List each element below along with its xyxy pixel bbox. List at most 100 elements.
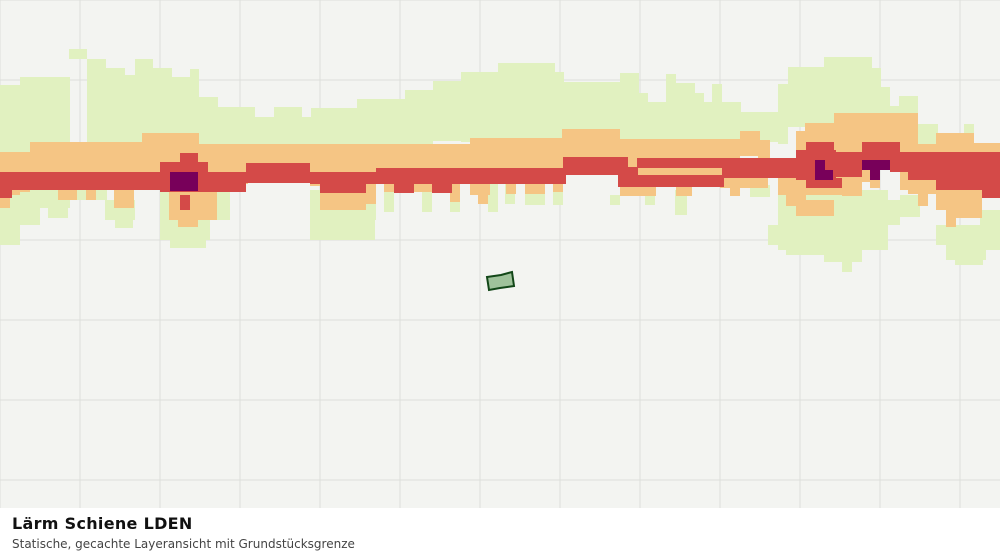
noise-cell: [918, 192, 928, 206]
noise-cell: [908, 180, 936, 194]
noise-cell: [125, 75, 135, 145]
noise-cell: [20, 205, 40, 225]
noise-cell: [67, 190, 77, 200]
noise-cell: [712, 84, 722, 144]
noise-cell: [796, 200, 834, 216]
noise-cell: [618, 175, 724, 187]
noise-cell: [178, 215, 198, 227]
noise-cell: [0, 188, 12, 198]
noise-cell: [366, 174, 376, 204]
noise-cell: [842, 176, 862, 196]
noise-cell: [320, 183, 366, 193]
noise-cell: [918, 124, 938, 144]
noise-cell: [506, 182, 516, 194]
noise-cell: [86, 190, 96, 200]
noise-cell: [48, 208, 68, 218]
noise-cell: [722, 168, 797, 178]
noise-cell: [300, 117, 312, 147]
noise-cell: [376, 168, 566, 183]
noise-cell: [180, 195, 190, 210]
noise-cell: [115, 218, 133, 228]
noise-cell: [890, 152, 945, 172]
noise-cell: [975, 235, 990, 250]
noise-cell: [638, 93, 648, 143]
noise-cell: [0, 190, 10, 208]
noise-cell: [68, 180, 78, 190]
noise-cell: [114, 190, 134, 208]
noise-cell: [880, 87, 890, 127]
noise-cell: [311, 108, 358, 148]
noise-cell: [806, 142, 834, 152]
noise-cell: [152, 68, 172, 148]
noise-cell: [870, 168, 880, 180]
map-caption: Lärm Schiene LDEN Statische, gecachte La…: [0, 508, 1000, 560]
noise-cell: [105, 68, 125, 148]
noise-cell: [488, 182, 498, 212]
noise-cell: [796, 131, 806, 161]
noise-cell: [525, 182, 545, 194]
noise-cell: [647, 102, 667, 142]
noise-cell: [432, 183, 452, 193]
noise-cell: [0, 237, 10, 245]
noise-cell: [806, 178, 842, 188]
noise-cell: [636, 168, 676, 178]
noise-cell: [320, 190, 366, 210]
noise-cell: [936, 133, 974, 153]
noise-cell: [20, 180, 30, 190]
noise-cell: [478, 192, 488, 204]
noise-cell: [554, 72, 564, 142]
noise-cell: [770, 122, 778, 142]
noise-cell: [946, 210, 982, 218]
noise-cell: [498, 63, 555, 143]
noise-cell: [740, 131, 760, 156]
noise-cell: [135, 59, 153, 149]
noise-cell: [171, 77, 190, 147]
noise-cell: [190, 69, 199, 144]
noise-cell: [815, 170, 833, 180]
noise-cell: [461, 72, 500, 142]
noise-cell: [862, 160, 890, 170]
noise-cell: [815, 160, 825, 170]
noise-cell: [628, 167, 638, 177]
noise-cell: [703, 102, 712, 142]
noise-cell: [553, 190, 563, 205]
noise-cell: [310, 220, 375, 240]
noise-cell: [620, 73, 639, 143]
noise-cell: [955, 255, 983, 265]
noise-cell: [170, 238, 206, 248]
noise-cell: [405, 90, 433, 150]
noise-cell: [946, 215, 956, 227]
noise-cell: [394, 183, 414, 193]
noise-cell: [246, 163, 310, 183]
layer-subtitle: Statische, gecachte Layeransicht mit Gru…: [12, 537, 355, 551]
noise-cell: [871, 68, 881, 128]
noise-cell: [834, 152, 862, 177]
noise-cell: [384, 190, 394, 212]
noise-cell: [198, 97, 218, 147]
noise-cell: [666, 74, 676, 144]
noise-cell: [721, 102, 741, 142]
noise-cell: [553, 182, 563, 192]
noise-cell: [0, 85, 22, 105]
noise-cell: [900, 170, 910, 190]
noise-level-4-zone: [170, 160, 890, 191]
noise-cell: [255, 117, 275, 147]
noise-cell: [982, 186, 1000, 198]
parcel-boundary[interactable]: [485, 270, 516, 292]
noise-cell: [198, 210, 216, 220]
noise-map[interactable]: [0, 0, 1000, 508]
noise-cell: [357, 99, 406, 149]
noise-cell: [880, 200, 900, 225]
noise-cell: [180, 153, 198, 165]
noise-cell: [637, 158, 797, 168]
noise-cell: [384, 180, 394, 192]
noise-cell: [694, 93, 704, 143]
noise-cell: [217, 107, 255, 147]
noise-cell: [450, 182, 460, 202]
noise-cell: [0, 225, 20, 237]
noise-cell: [170, 172, 198, 191]
noise-cell: [563, 157, 628, 175]
noise-cell: [675, 190, 687, 215]
noise-cell: [422, 190, 432, 212]
noise-cell: [675, 83, 695, 143]
